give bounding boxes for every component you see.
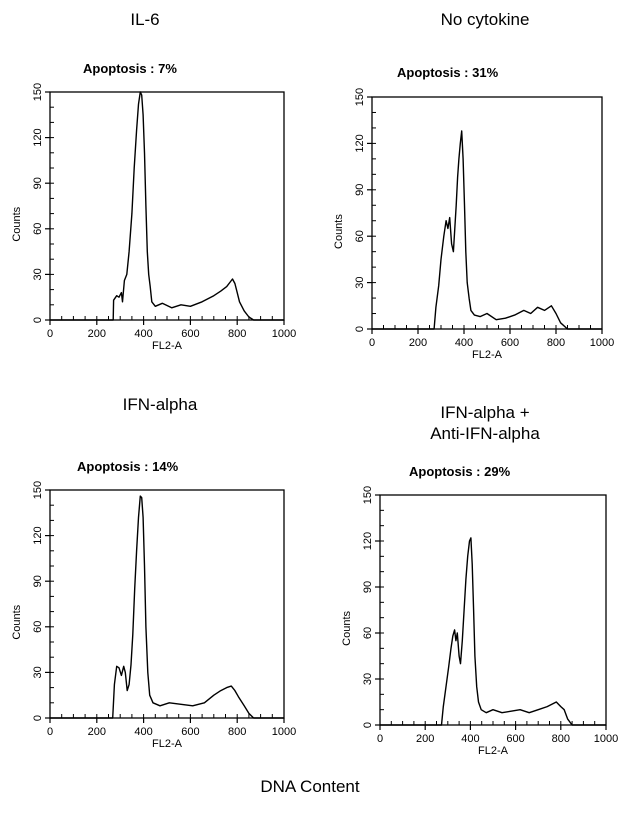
y-tick-label: 0 bbox=[354, 326, 366, 332]
histogram-series bbox=[380, 537, 606, 726]
x-tick-label: 600 bbox=[181, 726, 199, 738]
panel-3-condition: IFN-alpha bbox=[122, 395, 198, 414]
x-tick-label: 400 bbox=[455, 337, 473, 349]
y-tick-label: 150 bbox=[32, 481, 44, 499]
x-axis-label: FL2-A bbox=[152, 738, 183, 750]
y-axis-label: Counts bbox=[11, 206, 23, 241]
x-tick-label: 400 bbox=[461, 733, 479, 745]
plot-frame bbox=[49, 489, 285, 719]
x-axis-label: FL2-A bbox=[478, 745, 509, 757]
y-tick-label: 90 bbox=[354, 184, 366, 196]
panel-4-condition: IFN-alpha + Anti-IFN-alpha bbox=[395, 402, 575, 444]
y-axis-label: Counts bbox=[333, 214, 345, 249]
x-tick-label: 600 bbox=[181, 328, 199, 340]
x-tick-label: 200 bbox=[88, 726, 106, 738]
histogram-ifn-alpha-anti: 0 200 400 600 800 1000 0 30 60 90 120 150 FL2-A Count… bbox=[341, 486, 618, 757]
y-tick-label: 120 bbox=[354, 134, 366, 152]
panel-2-condition: No cytokine bbox=[440, 10, 530, 29]
y-tick-label: 60 bbox=[32, 223, 44, 235]
y-axis-label: Counts bbox=[11, 604, 23, 639]
x-tick-label: 600 bbox=[501, 337, 519, 349]
y-tick-label: 120 bbox=[362, 532, 374, 550]
x-tick-label: 1000 bbox=[272, 328, 296, 340]
y-tick-label: 30 bbox=[32, 268, 44, 280]
x-tick-label: 800 bbox=[547, 337, 565, 349]
histogram-ifn-alpha: 0 200 400 600 800 1000 0 30 60 90 120 150 FL2-A Count… bbox=[11, 481, 296, 750]
y-tick-label: 90 bbox=[362, 581, 374, 593]
x-tick-label: 1000 bbox=[594, 733, 618, 745]
panel-2-title: Apoptosis : 31% bbox=[397, 65, 499, 80]
histogram-il6: 0 200 400 600 800 1000 0 30 60 90 120 150 FL2-A Count… bbox=[11, 83, 296, 352]
plot-frame bbox=[379, 494, 607, 726]
panel-4-condition-line-1: IFN-alpha + bbox=[440, 403, 530, 422]
plot-frame bbox=[49, 91, 285, 321]
x-tick-label: 0 bbox=[47, 328, 53, 340]
y-tick-label: 150 bbox=[354, 88, 366, 106]
y-tick-label: 30 bbox=[32, 666, 44, 678]
panel-4-condition-line-2: Anti-IFN-alpha bbox=[430, 424, 540, 443]
panel-4-title: Apoptosis : 29% bbox=[409, 464, 511, 479]
x-axis-overall-label: DNA Content bbox=[260, 777, 360, 796]
y-tick-label: 60 bbox=[32, 621, 44, 633]
x-tick-label: 600 bbox=[506, 733, 524, 745]
x-tick-label: 800 bbox=[228, 328, 246, 340]
y-tick-label: 150 bbox=[32, 83, 44, 101]
histogram-no-cytokine: 0 200 400 600 800 1000 0 30 60 90 120 150 FL2-A Count… bbox=[333, 88, 614, 361]
x-axis-label: FL2-A bbox=[472, 349, 503, 361]
histogram-series bbox=[50, 91, 284, 321]
x-tick-label: 0 bbox=[369, 337, 375, 349]
y-tick-label: 30 bbox=[362, 673, 374, 685]
histogram-series bbox=[372, 130, 602, 330]
panel-1-condition: IL-6 bbox=[130, 10, 160, 29]
x-tick-label: 200 bbox=[88, 328, 106, 340]
x-axis-label: FL2-A bbox=[152, 340, 183, 352]
y-tick-label: 60 bbox=[354, 230, 366, 242]
y-tick-label: 90 bbox=[32, 177, 44, 189]
x-tick-label: 800 bbox=[552, 733, 570, 745]
y-tick-label: 120 bbox=[32, 128, 44, 146]
y-tick-label: 150 bbox=[362, 486, 374, 504]
x-tick-label: 400 bbox=[134, 726, 152, 738]
x-tick-label: 200 bbox=[409, 337, 427, 349]
x-tick-label: 1000 bbox=[272, 726, 296, 738]
y-tick-label: 120 bbox=[32, 526, 44, 544]
y-tick-label: 30 bbox=[354, 276, 366, 288]
panel-3-title: Apoptosis : 14% bbox=[77, 459, 179, 474]
x-tick-label: 200 bbox=[416, 733, 434, 745]
y-tick-label: 90 bbox=[32, 575, 44, 587]
plot-frame bbox=[371, 96, 603, 330]
y-tick-label: 0 bbox=[32, 317, 44, 323]
x-tick-label: 1000 bbox=[590, 337, 614, 349]
x-tick-label: 0 bbox=[377, 733, 383, 745]
y-tick-label: 0 bbox=[362, 722, 374, 728]
y-tick-label: 0 bbox=[32, 715, 44, 721]
x-tick-label: 400 bbox=[134, 328, 152, 340]
x-tick-label: 800 bbox=[228, 726, 246, 738]
y-axis-label: Counts bbox=[341, 610, 353, 645]
histogram-series bbox=[50, 495, 284, 719]
x-tick-label: 0 bbox=[47, 726, 53, 738]
y-tick-label: 60 bbox=[362, 627, 374, 639]
panel-1-title: Apoptosis : 7% bbox=[83, 61, 177, 76]
